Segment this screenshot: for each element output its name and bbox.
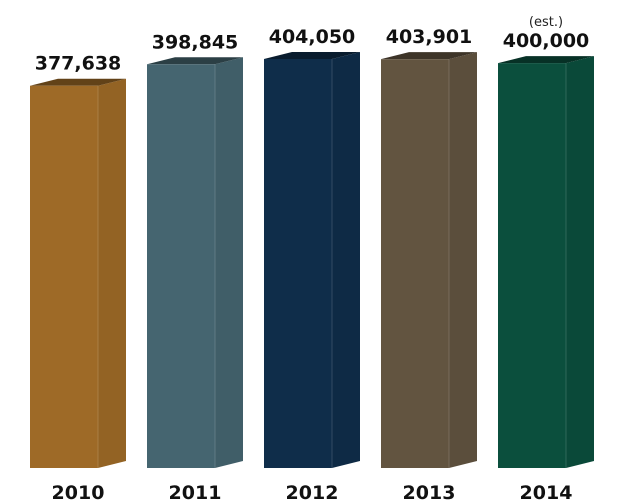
x-tick-label-2013: 2013 bbox=[403, 482, 456, 503]
bar-side-face bbox=[449, 52, 477, 469]
bar-front-face bbox=[30, 85, 98, 469]
bar-top-face bbox=[30, 78, 126, 86]
annotation-label-2014: (est.) bbox=[529, 15, 563, 30]
bar-front-face bbox=[498, 63, 566, 469]
bar-top-face bbox=[498, 56, 594, 64]
bar-2012 bbox=[264, 52, 360, 468]
labels-group: 377,638 2010 398,845 2011 404,050 2012 403,901… bbox=[35, 15, 590, 503]
bar-2014 bbox=[498, 56, 594, 469]
bar-front-face bbox=[147, 64, 215, 468]
value-label-2012: 404,050 bbox=[269, 26, 356, 48]
bar-top-face bbox=[147, 57, 243, 65]
bar-front-face bbox=[264, 59, 332, 468]
bar-side-face bbox=[566, 56, 594, 469]
x-tick-label-2012: 2012 bbox=[286, 482, 339, 503]
bar-2011 bbox=[147, 57, 243, 468]
bar-side-face bbox=[215, 57, 243, 468]
x-tick-label-2014: 2014 bbox=[520, 482, 573, 503]
bar-front-face bbox=[381, 59, 449, 469]
value-label-2011: 398,845 bbox=[152, 31, 239, 53]
x-tick-label-2011: 2011 bbox=[169, 482, 222, 503]
bar-top-face bbox=[381, 52, 477, 60]
value-label-2013: 403,901 bbox=[386, 26, 473, 48]
bar-2013 bbox=[381, 52, 477, 469]
bar-2010 bbox=[30, 78, 126, 469]
bars-group bbox=[30, 52, 594, 469]
value-label-2014: 400,000 bbox=[503, 30, 590, 52]
bar-top-face bbox=[264, 52, 360, 59]
bar-side-face bbox=[332, 52, 360, 468]
bar-side-face bbox=[98, 78, 126, 469]
x-tick-label-2010: 2010 bbox=[52, 482, 105, 503]
value-label-2010: 377,638 bbox=[35, 53, 122, 75]
